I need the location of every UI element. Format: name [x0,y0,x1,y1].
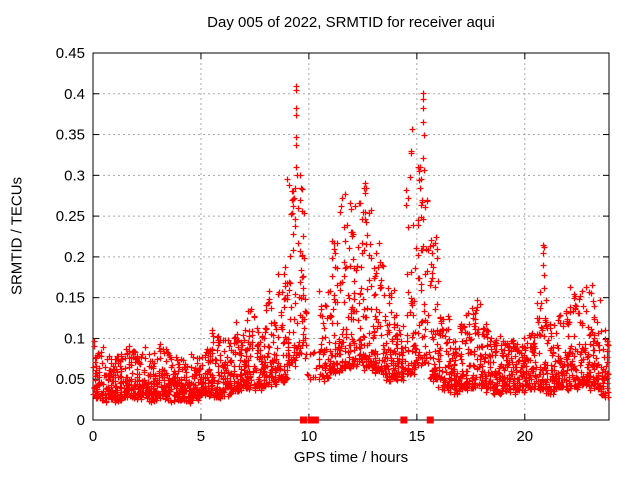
y-tick-label: 0.35 [56,127,85,144]
x-tick-label: 20 [516,428,533,445]
srmtid-scatter-points [90,83,612,407]
y-tick-label: 0.2 [64,249,85,266]
x-tick-label: 15 [409,428,426,445]
y-tick-label: 0 [77,412,85,429]
x-tick-label: 10 [301,428,318,445]
y-tick-label: 0.3 [64,167,85,184]
x-tick-label: 5 [197,428,205,445]
y-axis-label: SRMTID / TECUs [8,176,26,296]
zero-gap-marker [300,416,308,424]
zero-gap-marker [311,416,319,424]
y-tick-label: 0.25 [56,208,85,225]
y-tick-label: 0.45 [56,45,85,62]
x-tick-label: 0 [89,428,97,445]
zero-gap-marker [426,416,434,424]
plot-border [92,52,610,421]
y-tick-label: 0.15 [56,290,85,307]
y-tick-label: 0.4 [64,86,85,103]
zero-gap-marker [307,416,315,424]
chart-title: Day 005 of 2022, SRMTID for receiver aqu… [207,14,495,31]
zero-gap-marker [400,416,408,424]
y-tick-label: 0.1 [64,330,85,347]
y-tick-label: 0.05 [56,371,85,388]
x-axis-label: GPS time / hours [293,449,409,466]
